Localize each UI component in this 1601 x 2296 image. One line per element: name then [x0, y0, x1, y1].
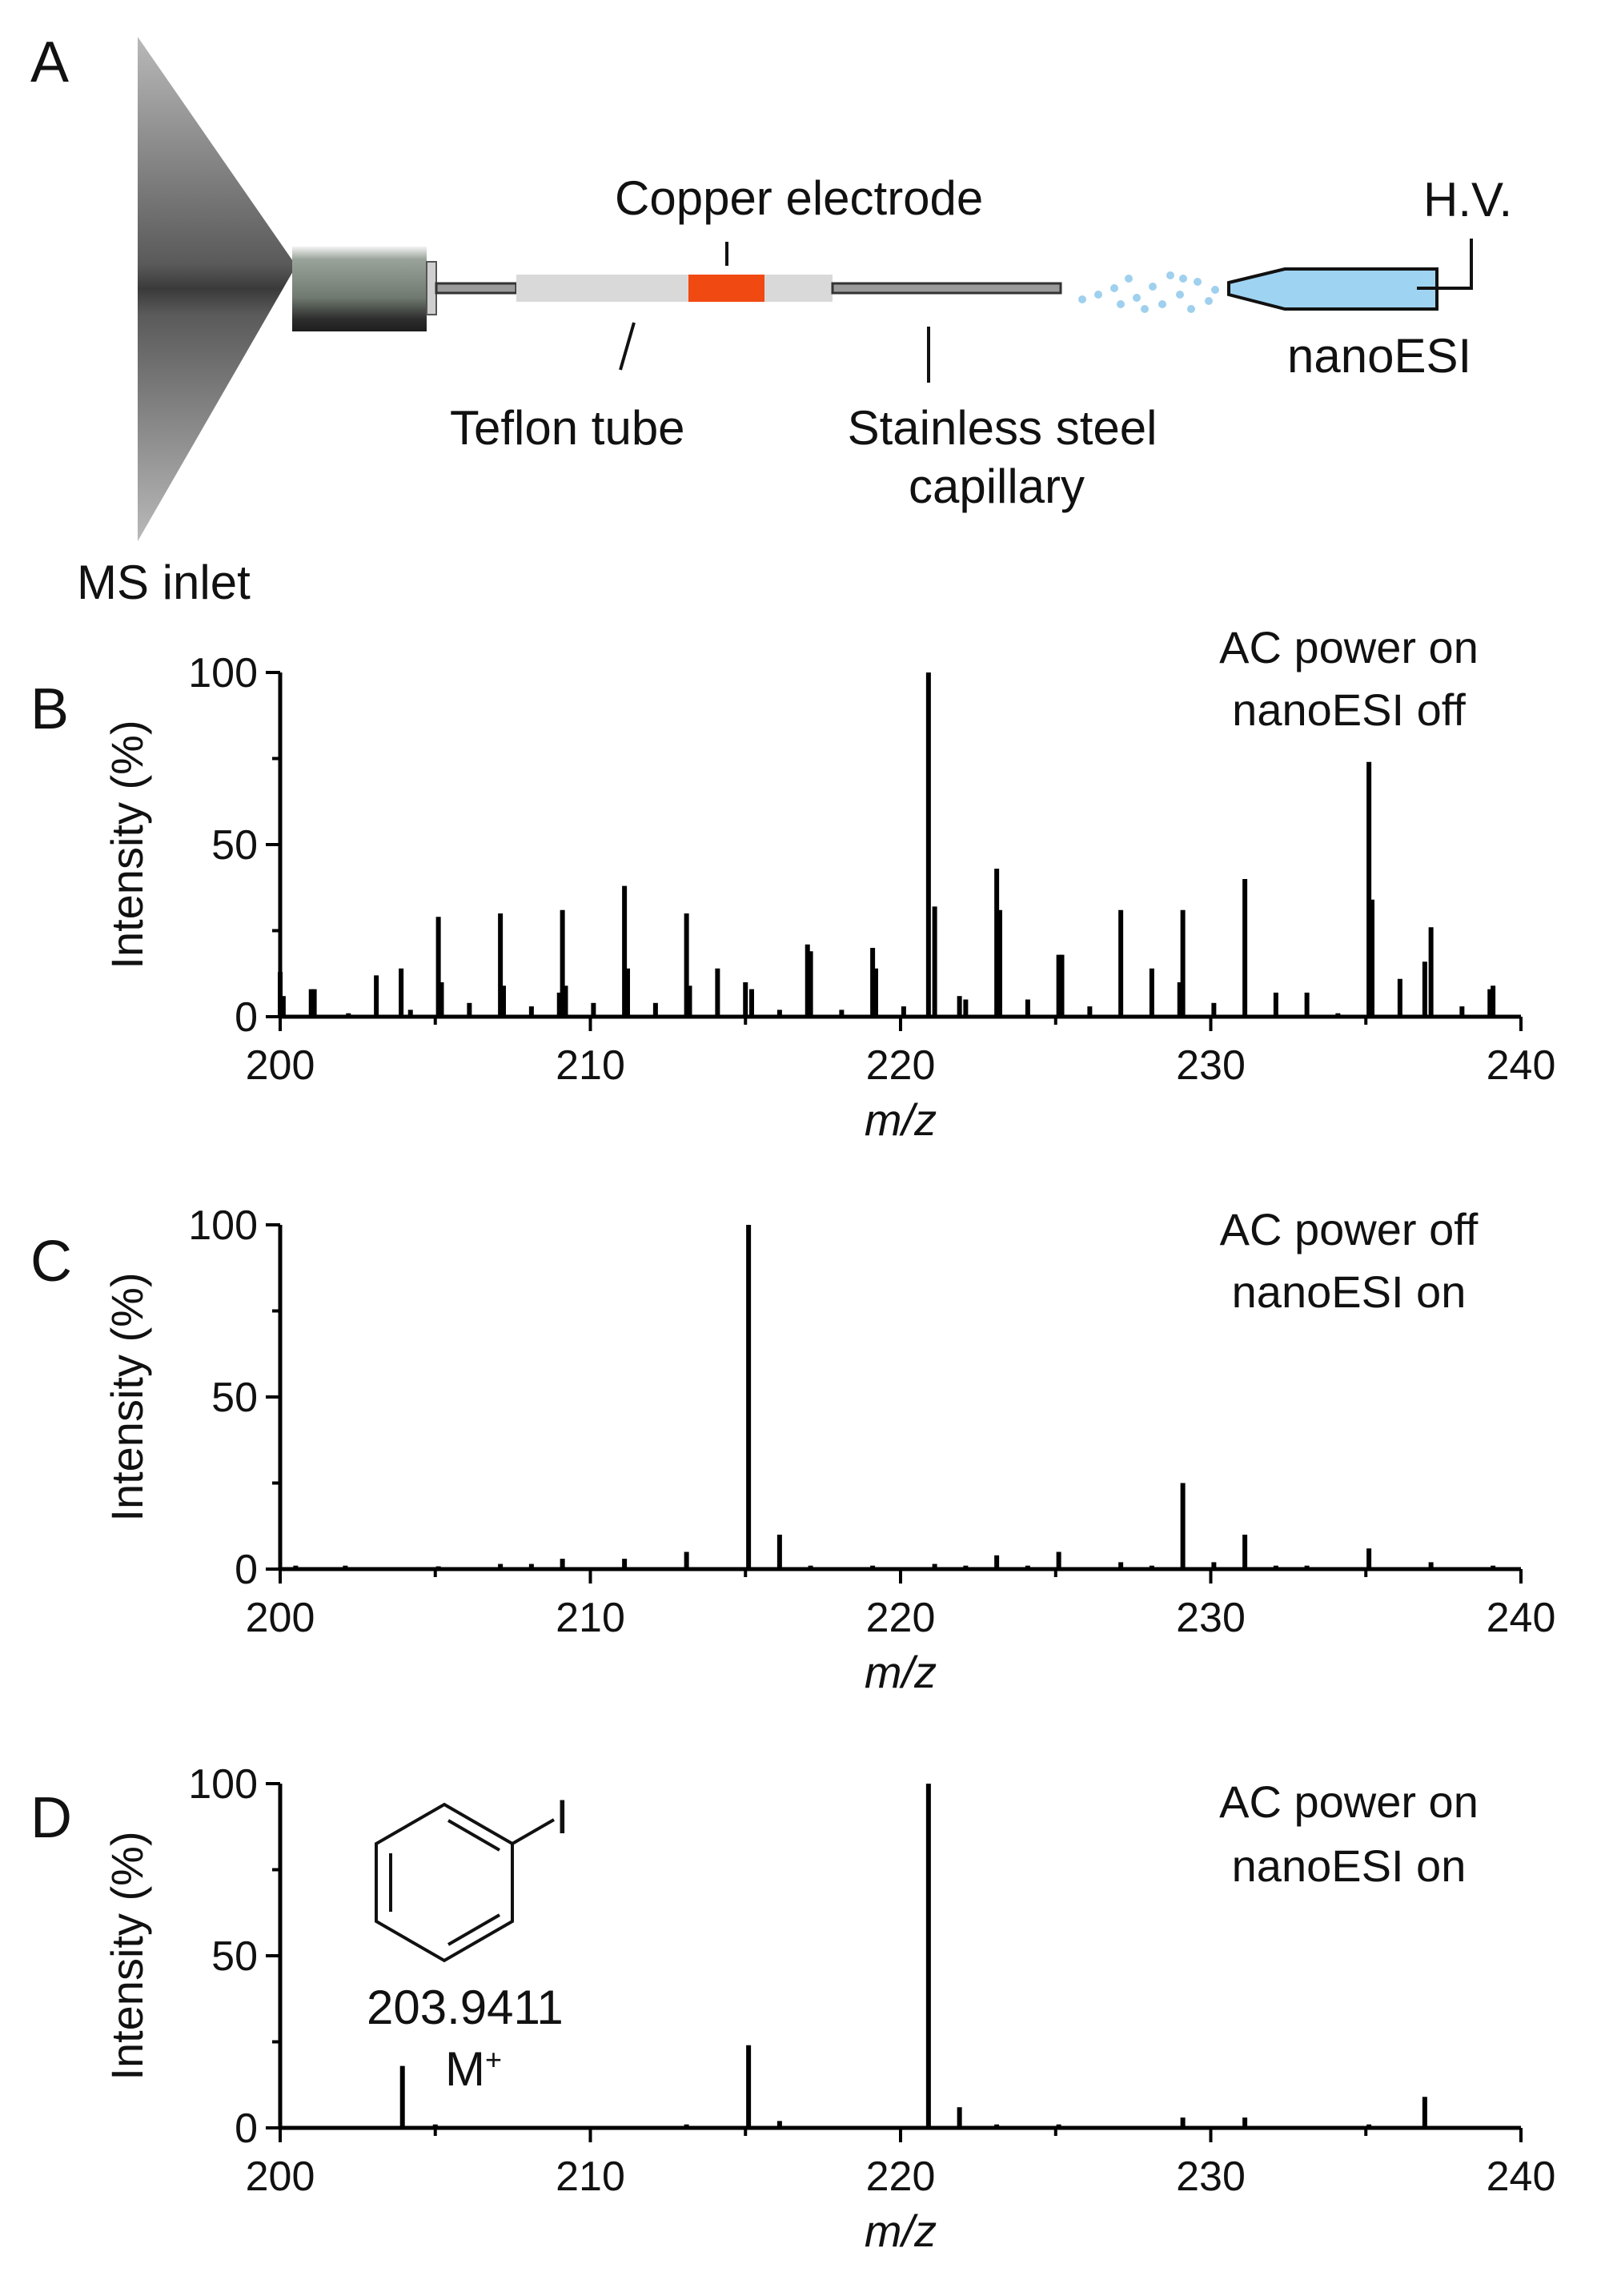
droplet	[1117, 300, 1125, 308]
droplet	[1149, 283, 1157, 291]
annotation-line-2: nanoESI on	[1232, 1266, 1467, 1317]
ion-label: M+	[445, 2042, 502, 2096]
y-tick-label: 0	[235, 994, 258, 1041]
droplet	[1110, 284, 1118, 292]
x-axis-title: m/z	[865, 1094, 937, 1145]
iodobenzene-structure	[375, 1802, 555, 1963]
inlet-connector	[292, 247, 427, 331]
schematic-panel: A MS inlet Copper electrode Teflon tube …	[30, 30, 1512, 609]
copper-electrode	[688, 275, 764, 302]
x-tick-label: 230	[1176, 1595, 1246, 1641]
annotation-line-1: AC power on	[1219, 622, 1479, 672]
stainless-steel-capillary	[831, 282, 1062, 295]
y-tick-label: 0	[235, 2105, 258, 2152]
droplet	[1194, 278, 1202, 286]
droplet	[1125, 275, 1133, 283]
y-axis-title: Intensity (%)	[102, 1272, 152, 1521]
ring-double-bond-3	[447, 1913, 501, 1946]
x-tick-label: 240	[1487, 2154, 1556, 2200]
annotation-line-1: AC power on	[1219, 1776, 1479, 1827]
droplet	[1187, 305, 1195, 313]
droplet	[1176, 291, 1184, 299]
label-nanoesi: nanoESI	[1287, 329, 1471, 383]
x-tick-label: 200	[246, 1042, 315, 1089]
x-tick-label: 200	[246, 1595, 315, 1641]
y-axis-title: Intensity (%)	[102, 1831, 152, 2080]
axes: 0 50 100 200 210 220 230 240	[188, 1202, 1555, 1641]
panel-letter-b: B	[30, 677, 69, 741]
annotation-line-2: nanoESI on	[1232, 1840, 1467, 1891]
x-tick-label: 200	[246, 2154, 315, 2200]
x-tick-label: 240	[1487, 1042, 1556, 1089]
annotation-line-2: nanoESI off	[1232, 684, 1466, 735]
spray-droplets	[1078, 271, 1219, 313]
label-teflon-tube: Teflon tube	[450, 401, 685, 455]
x-axis-title: m/z	[865, 1647, 937, 1697]
peak-mz-label: 203.9411	[367, 1981, 564, 2034]
leader-teflon	[619, 322, 636, 371]
droplet	[1166, 271, 1174, 279]
benzene-ring	[375, 1802, 514, 1963]
spectrum-panel-c: C AC power off nanoESI on Intensity (%) …	[30, 1202, 1555, 1697]
droplet	[1094, 291, 1102, 299]
droplet	[1158, 300, 1166, 308]
x-tick-label: 220	[866, 2154, 936, 2200]
label-hv: H.V.	[1423, 173, 1512, 227]
droplet	[1179, 275, 1187, 283]
y-axis-title: Intensity (%)	[102, 720, 152, 969]
x-tick-label: 220	[866, 1595, 936, 1641]
droplet	[1205, 297, 1213, 305]
panel-letter-c: C	[30, 1230, 72, 1294]
spectrum-panel-d: D AC power on nanoESI on Intensity (%) m…	[30, 1761, 1555, 2256]
label-copper-electrode: Copper electrode	[615, 171, 983, 225]
ring-double-bond-2	[447, 1819, 501, 1852]
y-tick-label: 50	[211, 1933, 258, 1980]
y-tick-label: 0	[235, 1547, 258, 1593]
nanoesi-emitter	[1227, 267, 1438, 311]
droplet	[1211, 286, 1219, 294]
hv-lead	[1417, 239, 1473, 290]
teflon-tube	[516, 275, 833, 302]
label-capillary: capillary	[909, 460, 1085, 513]
axes: 0 50 100 200 210 220 230 240	[188, 1761, 1555, 2200]
panel-letter-d: D	[30, 1786, 72, 1850]
y-tick-label: 100	[188, 650, 258, 696]
steel-capillary-short	[435, 282, 518, 295]
ion-symbol: M	[445, 2042, 485, 2096]
ms-inlet-cone	[138, 37, 296, 541]
label-ms-inlet: MS inlet	[77, 556, 251, 609]
x-tick-label: 230	[1176, 2154, 1246, 2200]
annotation-line-1: AC power off	[1220, 1204, 1479, 1254]
panel-letter-a: A	[30, 30, 69, 94]
connector-nut	[426, 261, 437, 315]
y-tick-label: 50	[211, 1375, 258, 1421]
c-i-bond	[512, 1818, 555, 1845]
x-tick-label: 220	[866, 1042, 936, 1089]
y-tick-label: 100	[188, 1202, 258, 1249]
droplet	[1133, 294, 1141, 302]
x-tick-label: 210	[556, 2154, 625, 2200]
label-stainless-steel: Stainless steel	[848, 401, 1158, 455]
peak-group	[278, 672, 1496, 1017]
axes: 0 50 100 200 210 220 230 240	[188, 650, 1555, 1089]
x-axis-title: m/z	[865, 2206, 937, 2256]
y-tick-label: 50	[211, 822, 258, 869]
droplet	[1078, 295, 1086, 303]
x-tick-label: 240	[1487, 1595, 1556, 1641]
droplet	[1141, 305, 1149, 313]
x-tick-label: 230	[1176, 1042, 1246, 1089]
x-tick-label: 210	[556, 1595, 625, 1641]
iodine-label: I	[556, 1790, 569, 1844]
spectrum-panel-b: B AC power on nanoESI off Intensity (%) …	[30, 622, 1555, 1145]
x-tick-label: 210	[556, 1042, 625, 1089]
y-tick-label: 100	[188, 1761, 258, 1808]
ion-charge: +	[485, 2043, 502, 2076]
